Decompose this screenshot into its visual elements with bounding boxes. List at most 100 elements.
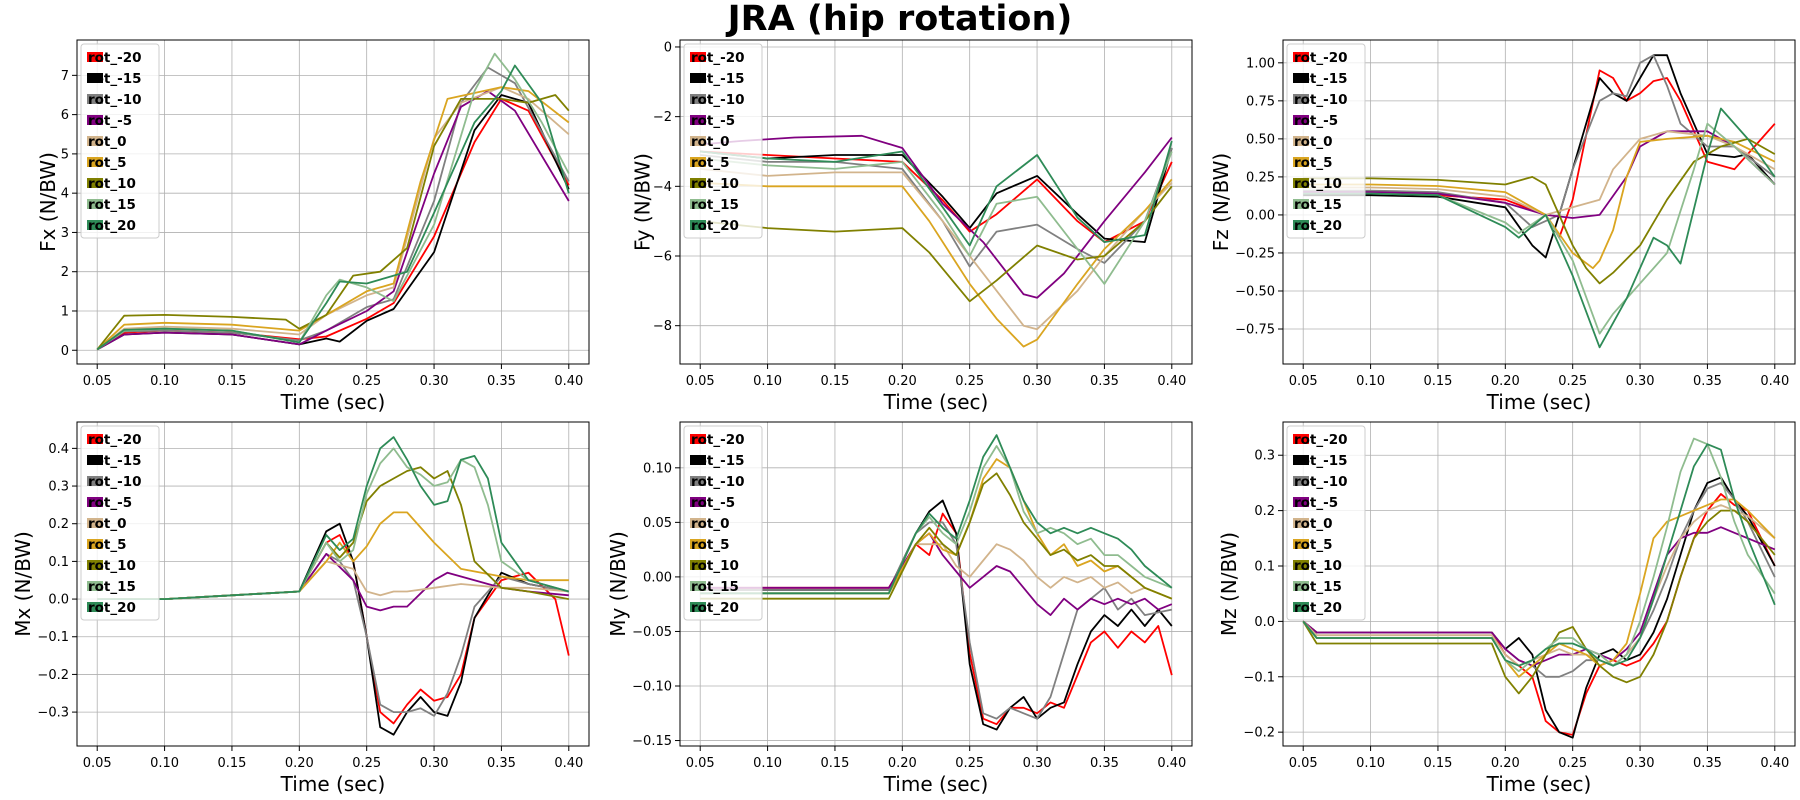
x-tick-label: 0.25 (1558, 756, 1587, 771)
series-line-rot_0 (700, 168, 1173, 331)
series-line-rot_-10 (1302, 482, 1776, 678)
series-line-rot_15 (1303, 122, 1776, 335)
x-tick-label: 0.05 (686, 756, 715, 771)
legend-swatch-rot_-20 (1293, 52, 1309, 62)
x-tick-label: 0.30 (1626, 374, 1655, 389)
legend-swatch-rot_-15 (87, 73, 103, 83)
y-tick-label: 7 (61, 69, 69, 84)
series-line-rot_10 (1302, 509, 1776, 695)
y-axis-label: Fx (N/BW) (36, 152, 60, 252)
x-tick-label: 0.30 (1023, 756, 1052, 771)
legend-label-rot_15: rot_15 (691, 579, 739, 595)
y-tick-label: 1 (61, 304, 69, 319)
x-tick-label: 0.40 (1157, 756, 1186, 771)
y-tick-label: 4 (61, 187, 69, 202)
axes-frame (76, 39, 590, 365)
x-tick-label: 0.15 (217, 374, 246, 389)
chart-panel-5: 0.05 0.10 0.15 0.20 0.25 0.30 0.35 0.40 −0.15 −0.… (606, 421, 1193, 796)
legend-label-rot_-15: rot_-15 (88, 453, 142, 469)
series-line-rot_20 (700, 140, 1173, 247)
y-axis-label: My (N/BW) (606, 531, 630, 637)
y-tick-label: 0 (61, 344, 69, 359)
legend-swatch-rot_10 (1293, 178, 1309, 188)
series-line-rot_-10 (1303, 54, 1776, 228)
legend-box (683, 43, 763, 239)
legend-label-rot_0: rot_0 (691, 516, 730, 532)
y-axis-label: Fy (N/BW) (631, 153, 655, 251)
legend-swatch-rot_5 (690, 157, 706, 167)
x-tick-label: 0.15 (1423, 374, 1452, 389)
legend-swatch-rot_-20 (87, 434, 103, 444)
y-tick-label: 0.0 (48, 593, 69, 608)
legend-box (1286, 425, 1366, 621)
legend-label-rot_-5: rot_-5 (88, 495, 132, 511)
legend-swatch-rot_-10 (690, 476, 706, 486)
legend-swatch-rot_-15 (690, 455, 706, 465)
legend-box (1286, 43, 1366, 239)
y-tick-label: −0.3 (37, 706, 69, 721)
series-line-rot_15 (1302, 437, 1776, 673)
legend-swatch-rot_-20 (87, 52, 103, 62)
legend-label-rot_5: rot_5 (88, 155, 127, 171)
legend-swatch-rot_-20 (1293, 434, 1309, 444)
x-tick-label: 0.10 (753, 374, 782, 389)
y-tick-label: 6 (61, 108, 69, 123)
legend-label-rot_5: rot_5 (691, 537, 730, 553)
y-tick-label: −0.50 (1235, 284, 1275, 299)
legend-swatch-rot_-20 (690, 52, 706, 62)
y-tick-label: 0.05 (643, 516, 672, 531)
legend-label-rot_5: rot_5 (1294, 537, 1333, 553)
y-tick-label: 0.75 (1246, 94, 1275, 109)
y-tick-label: −0.15 (632, 734, 672, 749)
legend: rot_-20 rot_-15 rot_-10 rot_-5 rot_0 rot_5rot… (683, 43, 763, 239)
series-line-rot_-15 (97, 522, 569, 736)
chart-panel-1: 0.05 0.10 0.15 0.20 0.25 0.30 0.35 0.40 0 1 2 3 4 5 6 7… (36, 39, 590, 414)
legend-label-rot_10: rot_10 (88, 176, 136, 192)
legend-label-rot_5: rot_5 (1294, 155, 1333, 171)
legend-swatch-rot_15 (87, 199, 103, 209)
series-line-rot_0 (1302, 504, 1776, 667)
legend-label-rot_-20: rot_-20 (1294, 432, 1348, 448)
x-axis-label: Time (sec) (280, 772, 386, 796)
legend-swatch-rot_5 (1293, 539, 1309, 549)
y-tick-label: 0.1 (1254, 560, 1275, 575)
legend-label-rot_15: rot_15 (88, 197, 136, 213)
legend-label-rot_0: rot_0 (691, 134, 730, 150)
legend-swatch-rot_0 (1293, 136, 1309, 146)
series-line-rot_-15 (700, 147, 1173, 243)
axes-frame (679, 39, 1193, 365)
legend-label-rot_5: rot_5 (691, 155, 730, 171)
legend-box (80, 425, 160, 621)
series-line-rot_10 (700, 185, 1173, 303)
series-line-rot_20 (96, 64, 570, 351)
y-tick-label: −2 (653, 110, 672, 125)
x-tick-label: 0.20 (888, 374, 917, 389)
x-tick-label: 0.10 (150, 756, 179, 771)
legend-label-rot_-20: rot_-20 (691, 50, 745, 66)
legend-swatch-rot_5 (87, 539, 103, 549)
y-tick-label: 0.10 (643, 461, 672, 476)
y-tick-label: 0.50 (1246, 132, 1275, 147)
legend: rot_-20 rot_-15 rot_-10 rot_-5 rot_0 rot_5rot… (80, 43, 160, 239)
legend-swatch-rot_20 (690, 220, 706, 230)
chart-panel-6: 0.05 0.10 0.15 0.20 0.25 0.30 0.35 0.40 −0.2 −0.1… (1217, 421, 1796, 796)
series-line-rot_-5 (1302, 526, 1776, 667)
legend-label-rot_-10: rot_-10 (1294, 92, 1348, 108)
legend-swatch-rot_10 (690, 560, 706, 570)
legend-swatch-rot_-5 (690, 497, 706, 507)
series-line-rot_-20 (1303, 69, 1776, 239)
x-tick-label: 0.25 (955, 374, 984, 389)
legend-label-rot_20: rot_20 (88, 218, 136, 234)
legend-swatch-rot_0 (87, 518, 103, 528)
x-tick-label: 0.20 (285, 374, 314, 389)
legend-label-rot_0: rot_0 (1294, 516, 1333, 532)
legend-label-rot_-15: rot_-15 (88, 71, 142, 87)
legend-label-rot_-5: rot_-5 (691, 495, 735, 511)
x-axis-label: Time (sec) (280, 390, 386, 414)
legend-swatch-rot_5 (1293, 157, 1309, 167)
x-tick-label: 0.05 (1289, 374, 1318, 389)
legend-swatch-rot_-5 (690, 115, 706, 125)
legend-swatch-rot_-15 (1293, 73, 1309, 83)
x-axis-label: Time (sec) (883, 390, 989, 414)
y-tick-label: −0.2 (37, 668, 69, 683)
